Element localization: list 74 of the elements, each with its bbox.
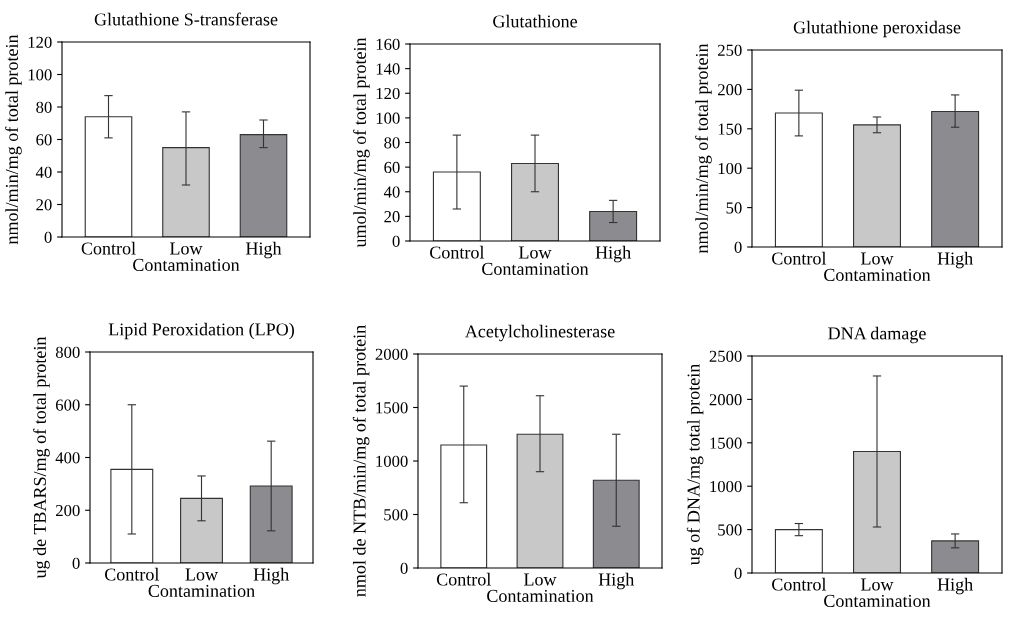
y-axis-title: nmol/min/mg of total protein: [5, 34, 22, 245]
y-tick-label: 2000: [375, 348, 408, 360]
x-tick-label: Control: [430, 245, 485, 259]
y-tick-label: 0: [734, 241, 742, 253]
y-tick-label: 40: [35, 166, 52, 178]
x-tick-label: High: [937, 577, 973, 595]
chart-title: DNA damage: [828, 326, 926, 344]
x-tick-label: Low: [860, 252, 894, 265]
y-tick-label: 160: [376, 38, 400, 50]
y-tick-label: 80: [384, 137, 400, 149]
y-tick-label: 100: [718, 162, 742, 175]
y-tick-label: 600: [55, 399, 80, 411]
x-tick-label: High: [245, 241, 282, 259]
y-axis-title: ug of DNA/mg total protein: [686, 363, 704, 566]
y-tick-label: 2000: [709, 394, 742, 406]
x-tick-label: Low: [523, 573, 557, 586]
y-tick-label: 20: [384, 211, 400, 223]
x-tick-label: Low: [185, 568, 218, 581]
chart-title: Glutathione: [493, 14, 577, 28]
x-tick-label: Control: [772, 577, 827, 591]
y-axis-title: nmol de NTB/min/mg of total protein: [352, 325, 370, 597]
x-axis-title: Contamination: [487, 589, 594, 602]
y-tick-label: 250: [718, 44, 742, 56]
y-tick-label: 0: [400, 562, 408, 574]
x-axis-title: Contamination: [824, 268, 931, 281]
y-tick-label: 100: [376, 112, 400, 124]
y-tick-label: 20: [36, 199, 52, 211]
y-tick-label: 400: [55, 452, 80, 464]
y-axis-title: nmol/min/mg of total protein: [695, 43, 712, 254]
y-tick-label: 60: [36, 134, 52, 146]
chart-title: Glutathione S-transferase: [94, 12, 278, 26]
y-tick-label: 0: [392, 235, 400, 247]
y-tick-label: 40: [383, 186, 400, 198]
y-tick-label: 2500: [709, 350, 742, 362]
y-tick-label: 0: [734, 567, 742, 579]
y-tick-label: 200: [56, 504, 80, 517]
x-tick-label: Control: [81, 241, 136, 255]
x-tick-label: Low: [860, 578, 894, 591]
x-tick-label: High: [595, 245, 631, 263]
y-tick-label: 1500: [710, 437, 742, 449]
y-tick-label: 1000: [376, 455, 408, 467]
x-tick-label: Control: [436, 572, 491, 586]
y-tick-label: 120: [376, 87, 400, 100]
x-axis-title: Contamination: [148, 584, 255, 597]
x-axis-title: Contamination: [482, 262, 589, 275]
y-tick-label: 60: [384, 161, 400, 174]
y-tick-label: 0: [72, 557, 80, 569]
chart-title: Acetylcholinesterase: [464, 324, 615, 342]
x-axis-title: Contamination: [133, 258, 240, 271]
y-tick-label: 140: [376, 63, 400, 75]
y-tick-label: 0: [44, 231, 52, 243]
y-tick-label: 80: [36, 101, 52, 113]
y-axis-title: ug de TBARS/mg of total protein: [33, 336, 50, 579]
chart-title: Glutathione peroxidase: [793, 20, 961, 38]
y-tick-label: 100: [28, 69, 52, 81]
x-axis-title: Contamination: [824, 594, 931, 607]
x-tick-label: Low: [169, 242, 203, 255]
y-tick-label: 1000: [710, 480, 742, 493]
x-tick-label: Control: [104, 567, 160, 581]
x-tick-label: High: [253, 567, 290, 585]
y-tick-label: 1500: [376, 402, 408, 414]
y-tick-label: 150: [718, 123, 742, 135]
y-tick-label: 800: [55, 346, 80, 358]
y-tick-label: 120: [28, 36, 52, 48]
y-tick-label: 50: [726, 202, 742, 214]
y-axis-title: umol/min/mg of total protein: [353, 37, 370, 248]
y-tick-label: 500: [384, 509, 408, 521]
y-tick-label: 200: [718, 84, 742, 96]
x-tick-label: High: [937, 251, 973, 269]
chart-title: Lipid Peroxidation (LPO): [108, 322, 294, 340]
x-tick-label: Control: [772, 251, 827, 265]
x-tick-label: Low: [518, 246, 552, 259]
x-tick-label: High: [598, 572, 635, 590]
y-tick-label: 500: [718, 524, 742, 536]
